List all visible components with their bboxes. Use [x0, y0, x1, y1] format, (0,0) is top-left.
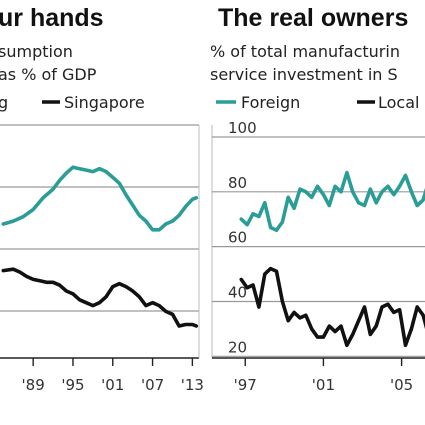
left-x-tick-label: '01 — [101, 376, 124, 394]
right-x-tick-label: '05 — [390, 376, 413, 394]
left-chart-title: ur hands — [0, 4, 104, 32]
left-x-tick-label: '89 — [22, 376, 45, 394]
right-y-tick-label: 80 — [228, 174, 247, 192]
left-legend-label-singapore: Singapore — [64, 93, 145, 112]
right-y-tick-label: 40 — [228, 283, 247, 301]
right-subtitle-line-1: % of total manufacturin — [210, 42, 400, 61]
left-subtitle-line-1: sumption — [0, 42, 73, 61]
right-x-ticks: '97 '01 '05 — [234, 358, 413, 394]
right-subtitle-line-2: service investment in S — [210, 65, 398, 84]
left-series-line-singapore — [1, 267, 199, 328]
left-series-line-g — [1, 165, 199, 232]
left-chart: ur hands sumption as % of GDP g Singapor… — [0, 4, 204, 394]
left-x-tick-label: '07 — [141, 376, 164, 394]
right-chart: The real owners % of total manufacturin … — [210, 4, 425, 394]
left-x-ticks: '89 '95 '01 '07 '13 — [22, 358, 204, 394]
right-series-group — [239, 170, 425, 348]
left-subtitle-line-2: as % of GDP — [0, 65, 97, 84]
right-chart-title: The real owners — [218, 4, 408, 32]
right-y-tick-label: 100 — [228, 119, 257, 137]
left-legend-label-g: g — [0, 93, 8, 112]
right-x-tick-label: '97 — [234, 376, 257, 394]
right-gridlines — [212, 136, 425, 357]
right-series-line-local — [239, 266, 425, 348]
right-series-line-foreign — [239, 170, 425, 232]
left-series-group — [1, 165, 199, 328]
right-legend-label-local: Local — [378, 93, 419, 112]
right-y-ticks: 100 80 60 40 20 — [228, 119, 257, 356]
right-legend-label-foreign: Foreign — [241, 93, 300, 112]
right-y-tick-label: 60 — [228, 229, 247, 247]
left-x-tick-label: '95 — [61, 376, 84, 394]
left-x-tick-label: '13 — [181, 376, 204, 394]
right-x-tick-label: '01 — [312, 376, 335, 394]
right-y-tick-label: 20 — [228, 338, 247, 356]
